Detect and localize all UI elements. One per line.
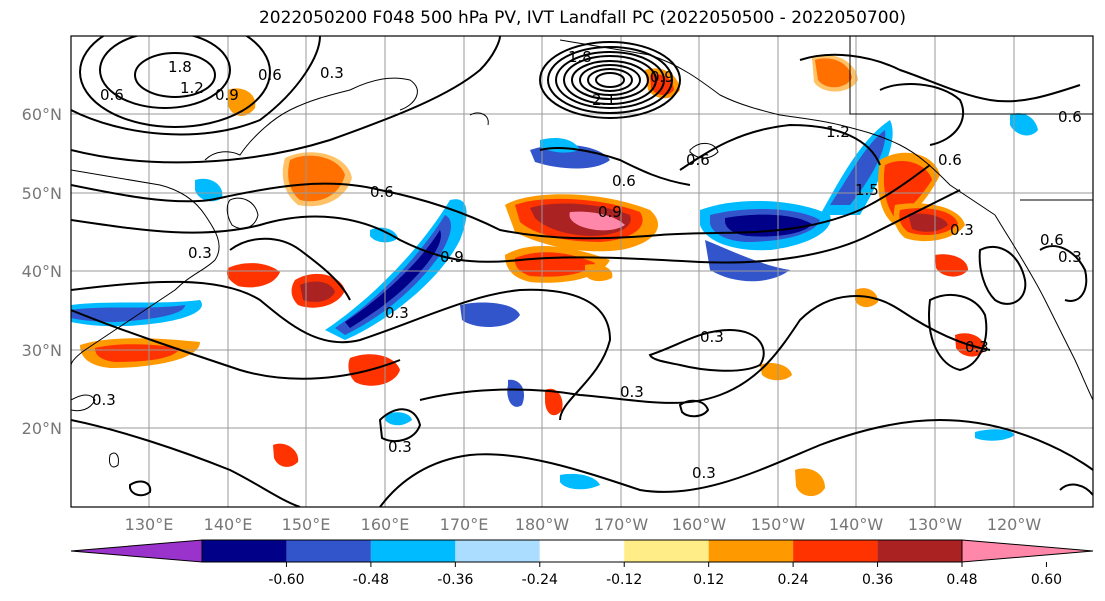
colorbar-swatch	[202, 540, 287, 562]
contour-label: 0.3	[388, 438, 412, 456]
contour-label: 0.3	[965, 338, 989, 356]
colorbar-extend-low	[70, 539, 203, 563]
contour-label: 1.8	[168, 58, 192, 76]
lat-label: 50°N	[22, 184, 62, 203]
contour-label: 0.6	[258, 66, 282, 84]
contour-label: 0.6	[938, 151, 962, 169]
lon-label: 150°W	[751, 515, 806, 534]
colorbar-tick-label: 0.12	[693, 572, 724, 588]
contour-label: 0.6	[1040, 231, 1064, 249]
contour-label: 1.2	[826, 123, 850, 141]
colorbar-tick-label: -0.36	[437, 572, 473, 588]
lat-label: 40°N	[22, 262, 62, 281]
contour-label: 1.5	[855, 181, 879, 199]
contour-label: 0.3	[620, 383, 644, 401]
colorbar-tick-label: 0.24	[778, 572, 809, 588]
contour-label: 0.3	[385, 304, 409, 322]
contour-label: 0.6	[612, 172, 636, 190]
colorbar-outline	[201, 539, 963, 563]
colorbar: -0.60 -0.48 -0.36 -0.24 -0.12 0.12 0.24 0.36 0.4…	[70, 539, 1094, 588]
colorbar-tick-label: 0.36	[862, 572, 893, 588]
contour-label: 0.6	[686, 151, 710, 169]
contour-label: 0.3	[700, 328, 724, 346]
contour-label: 0.3	[950, 221, 974, 239]
latitude-labels: 60°N 50°N 40°N 30°N 20°N	[22, 105, 62, 438]
lon-label: 140°W	[829, 515, 884, 534]
lon-label: 130°W	[908, 515, 963, 534]
lon-label: 120°W	[987, 515, 1042, 534]
colorbar-tick-label: -0.48	[353, 572, 389, 588]
colorbar-swatch	[793, 540, 878, 562]
contour-label: 0.3	[188, 244, 212, 262]
lat-label: 30°N	[22, 341, 62, 360]
colorbar-swatch	[455, 540, 540, 562]
colorbar-swatch	[539, 540, 625, 562]
contour-label: 1.2	[180, 79, 204, 97]
lon-label: 160°E	[361, 515, 410, 534]
lon-label: 150°E	[282, 515, 331, 534]
colorbar-swatch	[286, 540, 371, 562]
contour-label: 0.3	[1058, 248, 1082, 266]
contour-label: 0.9	[598, 203, 622, 221]
colorbar-tick-label: 0.48	[946, 572, 977, 588]
chart-title: 2022050200 F048 500 hPa PV, IVT Landfall…	[258, 8, 906, 28]
lon-label: 180°W	[515, 515, 570, 534]
colorbar-swatch	[624, 540, 709, 562]
contour-label: 0.6	[100, 86, 124, 104]
colorbar-swatch	[877, 540, 962, 562]
contour-label: 0.3	[92, 391, 116, 409]
lon-label: 160°W	[672, 515, 727, 534]
contour-label: 1.8	[568, 48, 592, 66]
pv-contours	[71, 36, 1093, 507]
colorbar-tick-label: -0.60	[268, 572, 304, 588]
contour-labels: 1.8 1.2 0.9 0.6 0.3 0.6 0.3 1.8 2.1 0.9 …	[92, 48, 1082, 482]
colorbar-tick-label: -0.24	[522, 572, 558, 588]
contour-label: 0.3	[320, 64, 344, 82]
lon-label: 130°E	[125, 515, 174, 534]
colorbar-swatch	[708, 540, 794, 562]
longitude-labels: 130°E 140°E 150°E 160°E 170°E 180°W 170°…	[125, 515, 1042, 534]
plot-frame	[70, 35, 1094, 508]
contour-label: 0.9	[650, 68, 674, 86]
lon-label: 170°W	[594, 515, 649, 534]
contour-label: 0.9	[440, 248, 464, 266]
lon-label: 170°E	[440, 515, 489, 534]
colorbar-extend-high	[961, 539, 1094, 563]
lat-label: 20°N	[22, 419, 62, 438]
lat-label: 60°N	[22, 105, 62, 124]
contour-label: 0.9	[215, 86, 239, 104]
colorbar-tick-label: 0.60	[1031, 572, 1062, 588]
contour-label: 0.3	[692, 464, 716, 482]
colorbar-tick-label: -0.12	[606, 572, 642, 588]
colorbar-swatch	[370, 540, 456, 562]
contour-label: 2.1	[592, 91, 616, 109]
coastlines	[71, 36, 1093, 468]
contour-label: 0.6	[1058, 108, 1082, 126]
contour-label: 0.6	[370, 183, 394, 201]
lon-label: 140°E	[204, 515, 253, 534]
